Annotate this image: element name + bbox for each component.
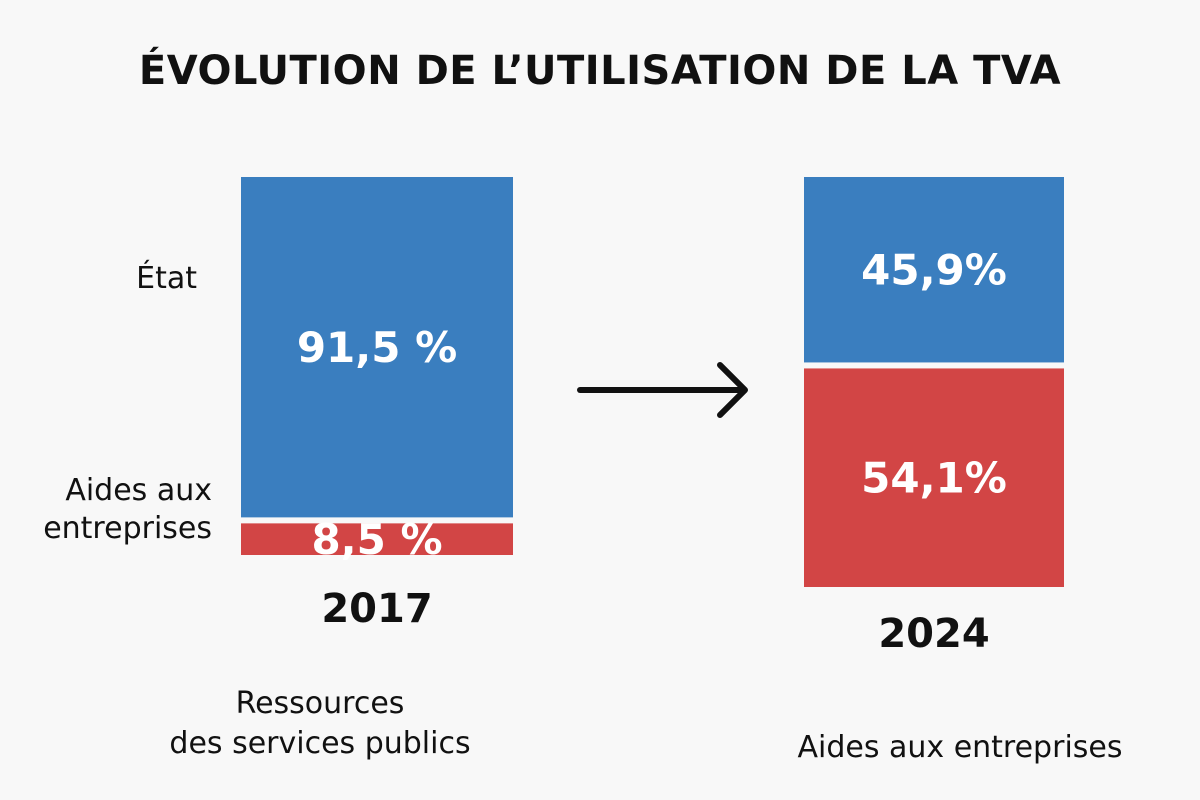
year-label-2017: 2017 xyxy=(321,586,432,632)
data-label-2017-aides: 8,5 % xyxy=(311,515,442,564)
row-labels-group: État Aides aux entreprises xyxy=(43,260,212,546)
bar-segment-2024-etat xyxy=(804,177,1064,363)
caption-left: Ressources des services publics xyxy=(120,684,520,764)
row-label-etat: État xyxy=(136,260,197,296)
caption-right: Aides aux entreprises xyxy=(797,730,1123,765)
row-label-aides-line1: Aides aux xyxy=(65,473,212,508)
chart-title: ÉVOLUTION DE L’UTILISATION DE LA TVA xyxy=(138,48,1062,94)
row-label-aides-line2: entreprises xyxy=(43,511,212,546)
caption-left-line2: des services publics xyxy=(169,726,471,761)
bars-group xyxy=(241,177,1064,587)
year-label-2024: 2024 xyxy=(878,611,989,657)
year-labels-group: 2017 2024 xyxy=(321,586,989,657)
right-arrow-icon xyxy=(577,362,748,418)
bar-segment-2024-aides xyxy=(804,368,1064,587)
bar-segment-2017-aides xyxy=(241,523,513,555)
bar-segment-2017-etat xyxy=(241,177,513,518)
segment-labels-group: 91,5 % 8,5 % 45,9% 54,1% xyxy=(297,246,1007,564)
data-label-2017-etat: 91,5 % xyxy=(297,323,457,372)
caption-left-line1: Ressources xyxy=(235,686,405,721)
data-label-2024-etat: 45,9% xyxy=(861,246,1007,295)
data-label-2024-aides: 54,1% xyxy=(861,454,1007,503)
